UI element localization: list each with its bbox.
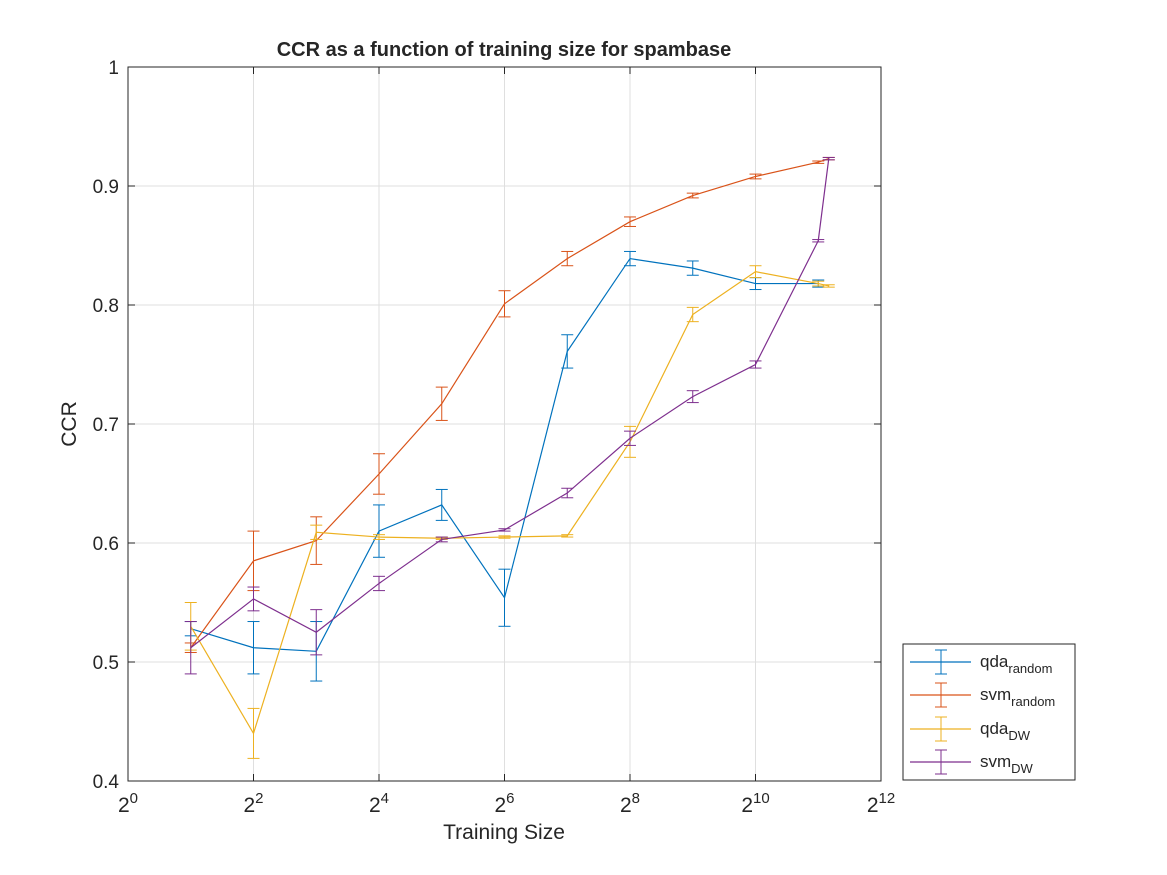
x-tick-label: 212 xyxy=(867,790,895,817)
legend-label: qdarandom xyxy=(980,652,1052,676)
error-bar xyxy=(812,160,825,164)
error-bar xyxy=(247,621,260,675)
x-tick-exponent: 8 xyxy=(632,790,640,807)
error-bar xyxy=(822,284,835,288)
error-bar xyxy=(247,586,260,612)
legend-label-subscript: random xyxy=(1008,661,1052,676)
error-bar xyxy=(435,488,448,521)
series-qda-DW xyxy=(184,265,835,759)
error-bar xyxy=(686,390,699,404)
error-bar xyxy=(498,568,511,627)
chart-title: CCR as a function of training size for s… xyxy=(277,39,732,61)
legend-item: qdarandom xyxy=(910,649,1052,676)
x-axis-label: Training Size xyxy=(443,821,565,844)
x-tick-label: 26 xyxy=(494,790,514,817)
series-line xyxy=(190,158,830,649)
error-bar xyxy=(373,453,385,495)
legend-item: qdaDW xyxy=(910,716,1031,743)
y-tick-label: 0.7 xyxy=(93,415,119,436)
error-bar xyxy=(373,504,385,558)
x-tick-exponent: 6 xyxy=(506,790,514,807)
error-bar xyxy=(310,524,323,540)
x-tick-exponent: 4 xyxy=(381,790,389,807)
x-tick-label: 210 xyxy=(741,790,769,817)
x-tick-label: 22 xyxy=(243,790,263,817)
error-bar xyxy=(435,536,448,543)
y-tick-label: 0.9 xyxy=(93,177,119,198)
x-tick-exponent: 12 xyxy=(879,790,896,807)
x-tick-label: 20 xyxy=(118,790,138,817)
legend-box xyxy=(902,643,1076,781)
legend-label-subscript: DW xyxy=(1008,728,1030,743)
x-tick-label: 28 xyxy=(620,790,640,817)
error-bar xyxy=(184,621,197,675)
error-bar xyxy=(561,487,574,499)
error-bar xyxy=(624,216,636,227)
legend-label: qdaDW xyxy=(980,719,1031,743)
series-svm-DW xyxy=(184,156,835,675)
series-line xyxy=(190,271,829,735)
error-bar xyxy=(310,609,323,656)
legend-item: svmrandom xyxy=(910,682,1055,709)
error-bar xyxy=(498,535,511,539)
y-tick-label: 0.4 xyxy=(93,772,120,793)
legend-label: svmrandom xyxy=(980,685,1055,709)
error-bar xyxy=(373,534,385,540)
x-tick-exponent: 0 xyxy=(130,790,138,807)
y-tick-label: 1 xyxy=(108,58,119,79)
x-tick-exponent: 10 xyxy=(753,790,770,807)
error-bar xyxy=(498,528,511,532)
error-bar xyxy=(247,707,260,759)
y-tick-label: 0.5 xyxy=(93,653,119,674)
legend-label-subscript: random xyxy=(1011,694,1055,709)
error-bar xyxy=(749,173,762,180)
legend: qdarandom svmrandom qdaDW svmDW xyxy=(902,643,1076,781)
series-line xyxy=(190,158,829,649)
error-bar xyxy=(498,290,511,318)
series-group xyxy=(184,156,835,759)
y-tick-label: 0.8 xyxy=(93,296,119,317)
legend-item: svmDW xyxy=(910,749,1034,776)
error-bar xyxy=(812,280,825,287)
error-bar xyxy=(749,265,762,279)
x-tick-label: 24 xyxy=(369,790,389,817)
y-tick-label: 0.6 xyxy=(93,534,119,555)
error-bar xyxy=(561,334,574,369)
error-bar xyxy=(624,250,636,267)
error-bar xyxy=(561,534,574,538)
error-bar xyxy=(686,306,699,323)
error-bar xyxy=(822,156,835,161)
error-bar xyxy=(373,575,385,592)
error-bar xyxy=(749,360,762,369)
x-tick-exponent: 2 xyxy=(255,790,263,807)
error-bar xyxy=(686,192,699,199)
error-bar xyxy=(812,239,825,243)
error-bar xyxy=(561,250,574,267)
error-bar xyxy=(624,430,636,446)
error-bar xyxy=(435,386,448,421)
error-bar xyxy=(686,260,699,276)
y-axis-label: CCR xyxy=(58,401,81,447)
legend-label-subscript: DW xyxy=(1011,761,1033,776)
legend-label: svmDW xyxy=(980,752,1034,776)
